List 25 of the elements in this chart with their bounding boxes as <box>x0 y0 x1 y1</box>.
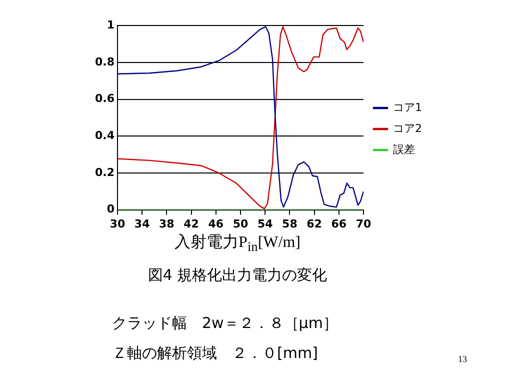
y-tick-label: 0.8 <box>94 55 114 68</box>
x-tick-label: 38 <box>159 217 174 230</box>
x-tick-label: 62 <box>306 217 322 230</box>
x-tick-label: 58 <box>282 217 298 230</box>
y-tick-label: 0.2 <box>94 166 114 179</box>
x-tick-label: 70 <box>356 217 372 230</box>
x-tick-label: 30 <box>110 217 126 230</box>
y-tick-label: 1 <box>106 18 114 32</box>
x-tick-label: 34 <box>134 217 150 230</box>
x-tick-label: 54 <box>257 217 274 230</box>
x-tick-label: 50 <box>232 217 248 230</box>
y-tick-label: 0 <box>106 202 115 216</box>
y-tick-label: 0.6 <box>94 92 115 106</box>
y-tick-label: 0.4 <box>94 128 115 142</box>
legend-label: コア2 <box>393 122 422 135</box>
text: クラッド幅 2w＝２．８［μm］ <box>112 314 338 333</box>
x-axis-title: 入射電力P$_{in}$[W/m] <box>174 232 302 256</box>
legend-label: コア1 <box>393 100 422 114</box>
text: 13 <box>458 354 467 364</box>
text: 図4 規格化出力電力の変化 <box>146 266 328 285</box>
x-tick-label: 42 <box>184 217 199 230</box>
text: Ｚ軸の解析領域 ２．０[mm] <box>112 344 318 363</box>
legend-label: 誤差 <box>393 142 415 156</box>
x-tick-label: 46 <box>208 217 224 230</box>
x-tick-label: 66 <box>331 217 347 230</box>
